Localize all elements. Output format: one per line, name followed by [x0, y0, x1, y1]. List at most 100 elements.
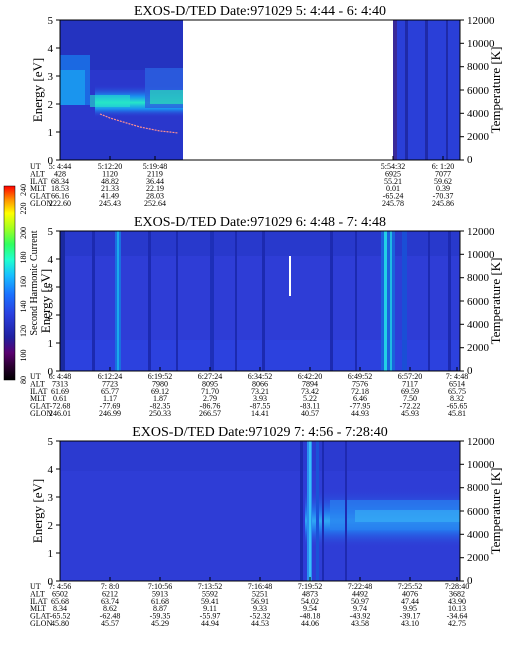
orbit-value: 72.18 [351, 387, 369, 396]
orbit-value: -82.35 [150, 402, 171, 411]
orbit-value: -70.37 [433, 192, 454, 201]
panel-3-ylabel: Energy [eV] [30, 479, 45, 543]
orbit-value: 7: 8:0 [101, 582, 119, 591]
panel-2-rtick: 12000 [467, 226, 495, 238]
orbit-value: 6:42:20 [298, 372, 322, 381]
panel-2-left-axis: 0 1 2 3 4 5 Energy [eV] [38, 226, 60, 378]
panel-1-ytick: 0 [48, 155, 54, 167]
orbit-value: 5.22 [303, 394, 317, 403]
orbit-value: 0.01 [386, 184, 400, 193]
orbit-value: 245.86 [432, 199, 454, 208]
orbit-value: 7:22:48 [348, 582, 372, 591]
orbit-value: -55.97 [200, 612, 221, 621]
orbit-value: 7:13:52 [198, 582, 222, 591]
orbit-value: 21.33 [101, 184, 119, 193]
orbit-row-label: MLT [30, 604, 46, 613]
orbit-value: 68.34 [51, 177, 69, 186]
orbit-value: 7:10:56 [148, 582, 172, 591]
panel-3-ytick: 4 [48, 464, 54, 476]
orbit-value: 71.70 [201, 387, 219, 396]
orbit-value: 69.59 [401, 387, 419, 396]
panel-1-ytick: 2 [48, 99, 54, 111]
orbit-value: 43.10 [401, 619, 419, 628]
panel-3-rtick: 2000 [467, 552, 490, 564]
orbit-value: 8.34 [53, 604, 67, 613]
panel-3-ytick: 0 [48, 576, 54, 588]
orbit-value: -34.64 [447, 612, 468, 621]
colorbar-tick: 120 [19, 325, 28, 337]
orbit-value: 73.42 [301, 387, 319, 396]
panel-3-ytick: 2 [48, 520, 54, 532]
orbit-value: 9.54 [303, 604, 317, 613]
panel-1-rtick: 2000 [467, 131, 490, 143]
panel-1-ytick: 3 [48, 71, 54, 83]
orbit-value: 5:12:20 [98, 162, 122, 171]
panel-1-rtick: 8000 [467, 61, 490, 73]
panel-2-title: EXOS-D/TED Date:971029 6: 4:48 - 7: 4:48 [134, 215, 386, 230]
orbit-value: 59.41 [201, 597, 219, 606]
orbit-value: 7980 [152, 379, 168, 388]
panel-2-ytick: 3 [48, 282, 54, 294]
orbit-value: 6212 [102, 589, 118, 598]
orbit-value: 6925 [385, 169, 401, 178]
panel-3-ytick: 3 [48, 492, 54, 504]
panel-3-ytick: 1 [48, 548, 54, 560]
panel-1-rtick: 6000 [467, 85, 490, 97]
orbit-value: 0.61 [53, 394, 67, 403]
orbit-value: 6502 [52, 589, 68, 598]
orbit-value: 6:57:20 [398, 372, 422, 381]
colorbar-label: Second Harmonic Current [29, 230, 40, 335]
panel-2-ytick: 5 [48, 226, 54, 238]
orbit-value: 54.02 [301, 597, 319, 606]
orbit-value: -86.76 [200, 402, 221, 411]
orbit-row-label: ILAT [30, 597, 47, 606]
orbit-value: 5:19:48 [143, 162, 167, 171]
panel-2-ytick: 1 [48, 338, 54, 350]
panel-2-rtick: 0 [467, 365, 473, 377]
orbit-value: 8.32 [450, 394, 464, 403]
orbit-value: 44.06 [301, 619, 319, 628]
orbit-value: 8066 [252, 379, 268, 388]
orbit-value: 65.75 [448, 387, 466, 396]
panel-3-spectrogram [60, 441, 460, 581]
orbit-value: 8.62 [103, 604, 117, 613]
orbit-value: 22.19 [146, 184, 164, 193]
orbit-value: 7:19:52 [298, 582, 322, 591]
panel-2: EXOS-D/TED Date:971029 6: 4:48 - 7: 4:48 [30, 215, 503, 418]
panel-2-ytick: 0 [48, 366, 54, 378]
orbit-value: 3682 [449, 589, 465, 598]
orbit-value: 245.78 [382, 199, 404, 208]
panel-3-title: EXOS-D/TED Date:971029 7: 4:56 - 7:28:40 [132, 425, 387, 440]
orbit-value: 8095 [202, 379, 218, 388]
orbit-value: 7576 [352, 379, 368, 388]
panel-1-temperature-trace [99, 113, 179, 134]
orbit-value: 42.75 [448, 619, 466, 628]
orbit-value: 5: 4:44 [49, 162, 71, 171]
orbit-value: 1.87 [153, 394, 167, 403]
orbit-value: -39.17 [400, 612, 421, 621]
panel-1-ylabel-right: Temperature [K] [488, 47, 503, 134]
orbit-value: 6.46 [353, 394, 367, 403]
orbit-value: 61.69 [51, 387, 69, 396]
orbit-row-label: ALT [30, 169, 45, 178]
panel-3-rtick: 8000 [467, 482, 490, 494]
orbit-value: 7117 [402, 379, 418, 388]
orbit-value: 65.77 [101, 387, 119, 396]
panel-2-ytick: 2 [48, 310, 54, 322]
panel-3-left-axis: 0 1 2 3 4 5 Energy [eV] [30, 436, 60, 588]
orbit-value: 4076 [402, 589, 418, 598]
orbit-value: 73.21 [251, 387, 269, 396]
orbit-value: 6:27:24 [198, 372, 222, 381]
panel-3-right-axis: 0 2000 4000 6000 8000 10000 12000 Temper… [460, 436, 503, 587]
orbit-value: 5:54:32 [381, 162, 405, 171]
orbit-row-label: ILAT [30, 387, 47, 396]
orbit-value: 44.53 [251, 619, 269, 628]
orbit-value: 7313 [52, 379, 68, 388]
panel-2-ylabel-right: Temperature [K] [488, 258, 503, 345]
panel-2-rtick: 6000 [467, 296, 490, 308]
panel-2-right-axis: 0 2000 4000 6000 8000 10000 12000 Temper… [460, 226, 503, 377]
orbit-value: 59.62 [434, 177, 452, 186]
panel-1-rtick: 0 [467, 154, 473, 166]
